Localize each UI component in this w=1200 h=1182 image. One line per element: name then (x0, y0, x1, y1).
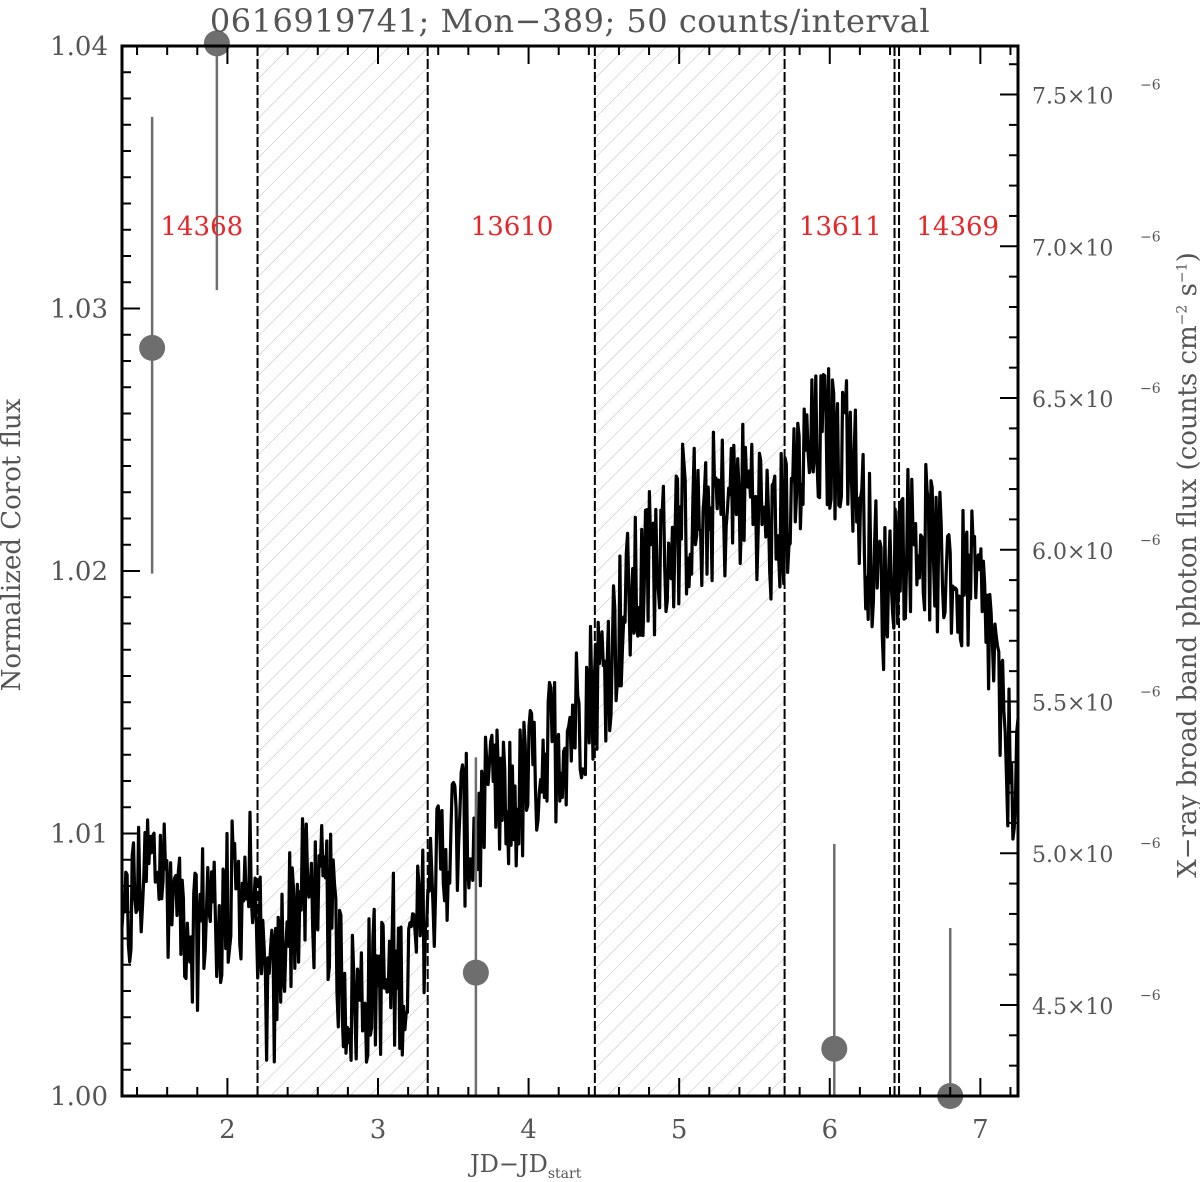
y-right-tick-label: 6.5×10 (1032, 388, 1113, 413)
corot-light-curve (120, 367, 1020, 1064)
observation-id-label: 14369 (916, 212, 999, 242)
y-tick-label: 1.03 (50, 295, 108, 325)
y-right-tick-label: 7.0×10 (1032, 236, 1113, 261)
observation-id-label: 13610 (471, 212, 554, 242)
observation-labels: 14368 13610 13611 14369 (160, 212, 999, 242)
chart-title: 0616919741; Mon−389; 50 counts/interval (209, 2, 931, 40)
x-axis-label: JD−JDstart (470, 1150, 582, 1182)
y-right-tick-label: 5.5×10 (1032, 691, 1113, 716)
x-tick-label: 6 (821, 1115, 838, 1145)
y-axis-label: Normalized Corot flux (0, 398, 27, 692)
x-tick-label: 7 (972, 1115, 989, 1145)
xray-points (139, 30, 964, 1109)
y-right-tick-exponent: −6 (1140, 533, 1161, 549)
y-right-tick-label: 6.0×10 (1032, 540, 1113, 565)
x-tick-label: 4 (520, 1115, 537, 1145)
y-right-tick-label: 5.0×10 (1032, 843, 1113, 868)
observation-id-label: 14368 (160, 212, 243, 242)
y-axis-right-label: X−ray broad band photon flux (counts cm−… (1173, 252, 1200, 878)
x-tick-label: 3 (370, 1115, 387, 1145)
y-right-tick-exponent: −6 (1140, 78, 1161, 94)
y-right-tick-exponent: −6 (1140, 988, 1161, 1004)
corot-series (120, 367, 1020, 1064)
xray-point (203, 30, 230, 57)
observation-id-label: 13611 (799, 212, 882, 242)
y-right-tick-exponent: −6 (1140, 381, 1161, 397)
y-right-tick-label: 4.5×10 (1032, 995, 1113, 1020)
x-tick-label: 5 (671, 1115, 688, 1145)
y-right-tick-label: 7.5×10 (1032, 85, 1113, 110)
axes: 2 3 4 5 6 7 1.00 1.01 1.02 1.03 1.04 4.5×10 −6 5.0×10… (50, 32, 1161, 1145)
y-tick-label: 1.02 (50, 557, 108, 587)
xray-point (139, 334, 166, 361)
y-tick-label: 1.01 (50, 820, 108, 850)
xray-point (462, 959, 489, 986)
y-right-tick-exponent: −6 (1140, 229, 1161, 245)
y-right-tick-exponent: −6 (1140, 684, 1161, 700)
xray-point (821, 1035, 848, 1062)
x-tick-label: 2 (219, 1115, 236, 1145)
y-tick-label: 1.04 (50, 32, 108, 62)
y-tick-label: 1.00 (50, 1082, 108, 1112)
y-right-tick-exponent: −6 (1140, 836, 1161, 852)
